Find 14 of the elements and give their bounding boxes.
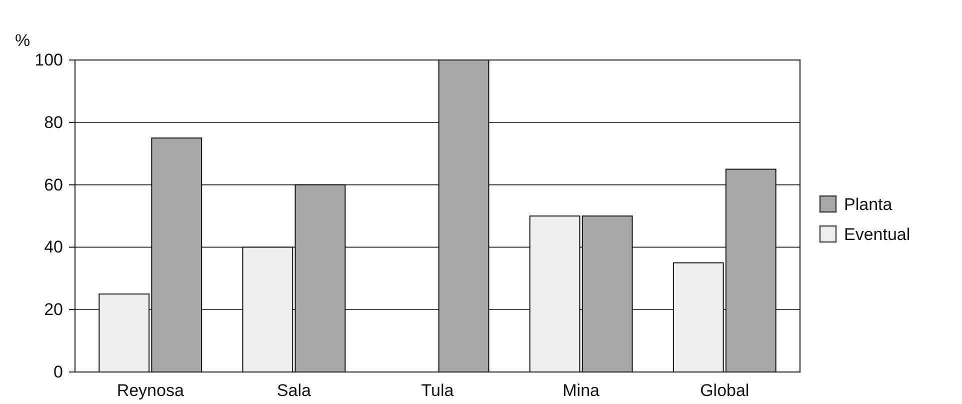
y-tick-label: 40: [44, 238, 63, 257]
y-tick-label: 80: [44, 112, 63, 132]
y-tick-label: 20: [44, 300, 63, 320]
y-tick-label: 0: [54, 362, 63, 382]
y-tick-label: 60: [44, 175, 63, 194]
x-tick-label: Mina: [562, 381, 600, 400]
x-tick-label: Reynosa: [116, 381, 184, 400]
x-tick-label: Sala: [276, 381, 312, 400]
legend-label: Planta: [844, 195, 893, 214]
x-tick-label: Tula: [421, 381, 454, 400]
x-tick-label: Global: [700, 381, 750, 400]
y-axis-title: %: [15, 31, 30, 50]
legend-label: Eventual: [844, 225, 910, 244]
y-tick-label: 100: [34, 50, 63, 70]
